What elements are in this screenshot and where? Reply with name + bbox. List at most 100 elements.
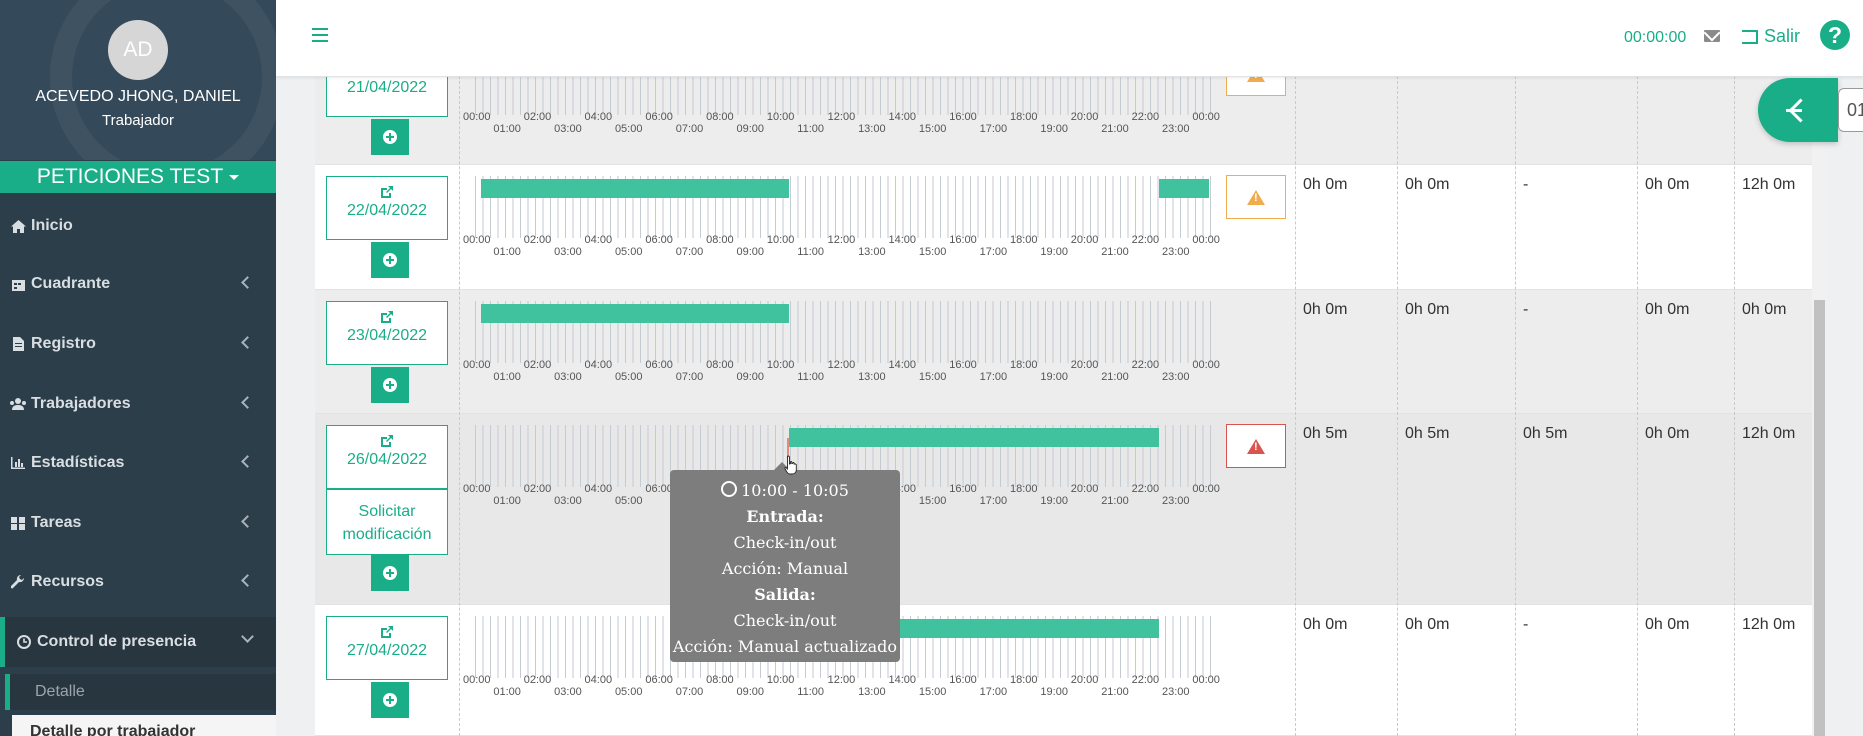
error-alert-button[interactable] bbox=[1226, 424, 1286, 468]
hour-label: 02:00 bbox=[523, 234, 552, 246]
hour-label: 03:00 bbox=[554, 495, 582, 507]
subnav-detalle[interactable]: Detalle bbox=[5, 674, 276, 710]
hour-label: 00:00 bbox=[463, 483, 491, 495]
nav-label: Trabajadores bbox=[31, 395, 131, 412]
hour-label: 11:00 bbox=[797, 686, 824, 698]
chart-icon bbox=[9, 457, 27, 469]
hour-label: 05:00 bbox=[614, 686, 643, 698]
nav-item-control-presencia[interactable]: Control de presencia bbox=[0, 617, 276, 667]
presence-table: 21/04/2022 00:00 01:00 02:00 03:00 04:00 05:00… bbox=[315, 52, 1815, 736]
date-button[interactable]: 23/04/2022 bbox=[326, 301, 448, 365]
hour-label: 12:00 bbox=[827, 234, 856, 246]
clock-icon bbox=[721, 481, 738, 497]
logout-button[interactable]: Salir bbox=[1742, 26, 1800, 47]
table-cell: - bbox=[1523, 616, 1529, 633]
time-segment[interactable] bbox=[481, 304, 790, 323]
table-cell: 0h 5m bbox=[1405, 425, 1450, 442]
date-label: 26/04/2022 bbox=[346, 451, 428, 468]
hour-label: 02:00 bbox=[523, 483, 552, 495]
hour-label: 04:00 bbox=[584, 234, 613, 246]
tooltip-time: 10:00 - 10:05 bbox=[741, 481, 849, 500]
nav-item-estadisticas[interactable]: Estadísticas bbox=[0, 438, 276, 488]
hour-label: 19:00 bbox=[1040, 123, 1068, 135]
scrollbar-thumb[interactable] bbox=[1814, 300, 1825, 736]
hour-label: 15:00 bbox=[918, 686, 947, 698]
plus-circle-icon bbox=[383, 693, 397, 707]
hour-label: 22:00 bbox=[1131, 111, 1160, 123]
hour-label: 18:00 bbox=[1010, 111, 1038, 123]
table-cell: 0h 5m bbox=[1523, 425, 1568, 442]
hour-label: 18:00 bbox=[1010, 483, 1038, 495]
request-label-line2: modificación bbox=[342, 526, 432, 543]
hour-label: 19:00 bbox=[1040, 686, 1068, 698]
hour-label: 00:00 bbox=[463, 674, 491, 686]
subnav-detalle-trabajador[interactable]: Detalle por trabajador bbox=[12, 715, 276, 736]
nav-item-recursos[interactable]: Recursos bbox=[0, 557, 276, 607]
nav-item-tareas[interactable]: Tareas bbox=[0, 498, 276, 548]
hour-label: 14:00 bbox=[888, 111, 916, 123]
nav-label: Cuadrante bbox=[31, 275, 111, 292]
plus-circle-icon bbox=[383, 378, 397, 392]
hour-label: 07:00 bbox=[675, 686, 704, 698]
back-button[interactable] bbox=[1758, 78, 1838, 142]
side-input[interactable]: 01 bbox=[1838, 88, 1863, 132]
help-icon[interactable]: ? bbox=[1820, 20, 1850, 50]
hour-label: 04:00 bbox=[584, 483, 613, 495]
column-divider bbox=[1734, 76, 1735, 736]
mail-icon[interactable] bbox=[1704, 30, 1720, 42]
event-marker bbox=[787, 438, 789, 458]
plus-circle-icon bbox=[383, 566, 397, 580]
time-segment[interactable] bbox=[481, 179, 790, 198]
request-modification-button[interactable]: Solicitar modificación bbox=[326, 489, 448, 555]
nav-item-registro[interactable]: Registro bbox=[0, 319, 276, 369]
hour-label: 17:00 bbox=[979, 686, 1008, 698]
add-entry-button[interactable] bbox=[371, 555, 409, 591]
avatar[interactable]: AD bbox=[108, 20, 168, 80]
hour-label: 14:00 bbox=[888, 359, 916, 371]
warning-triangle-icon bbox=[1247, 189, 1265, 205]
day-timeline[interactable]: 00:0001:0002:0003:0004:0005:0006:0007:00… bbox=[463, 425, 1220, 507]
hour-label: 06:00 bbox=[645, 674, 673, 686]
hour-label: 21:00 bbox=[1101, 371, 1129, 383]
hour-label: 09:00 bbox=[736, 371, 765, 383]
time-segment[interactable] bbox=[789, 428, 1160, 447]
hour-label: 21:00 bbox=[1101, 495, 1129, 507]
add-entry-button[interactable] bbox=[371, 242, 409, 278]
date-button[interactable]: 22/04/2022 bbox=[326, 176, 448, 240]
nav-item-trabajadores[interactable]: Trabajadores bbox=[0, 379, 276, 429]
add-entry-button[interactable] bbox=[371, 682, 409, 718]
nav-label: Inicio bbox=[31, 217, 73, 234]
nav-label: Tareas bbox=[31, 514, 82, 531]
hour-label: 18:00 bbox=[1010, 234, 1038, 246]
hour-label: 21:00 bbox=[1101, 686, 1129, 698]
company-selector[interactable]: PETICIONES TEST bbox=[0, 161, 276, 193]
hour-label: 16:00 bbox=[949, 483, 977, 495]
warning-alert-button[interactable] bbox=[1226, 175, 1286, 219]
hour-label: 07:00 bbox=[675, 371, 704, 383]
external-link-icon bbox=[381, 435, 393, 447]
hour-label: 15:00 bbox=[918, 495, 947, 507]
hour-label: 11:00 bbox=[797, 123, 824, 135]
hour-label: 20:00 bbox=[1070, 674, 1099, 686]
add-entry-button[interactable] bbox=[371, 367, 409, 403]
date-button[interactable]: 26/04/2022 bbox=[326, 425, 448, 489]
tooltip-entrada-label: Entrada: bbox=[746, 507, 824, 526]
hour-label: 19:00 bbox=[1040, 246, 1068, 258]
add-entry-button[interactable] bbox=[371, 119, 409, 155]
nav-item-cuadrante[interactable]: Cuadrante bbox=[0, 259, 276, 309]
date-button[interactable]: 27/04/2022 bbox=[326, 616, 448, 680]
time-segment[interactable] bbox=[1159, 179, 1209, 198]
hour-label: 08:00 bbox=[706, 674, 734, 686]
hour-label: 01:00 bbox=[493, 686, 521, 698]
table-cell: 0h 5m bbox=[1303, 425, 1348, 442]
home-icon bbox=[9, 219, 27, 233]
hour-label: 17:00 bbox=[979, 495, 1008, 507]
top-header: 00:00:00 Salir ? bbox=[276, 0, 1863, 77]
hamburger-menu-icon[interactable] bbox=[312, 28, 328, 42]
hour-label: 08:00 bbox=[706, 234, 734, 246]
table-cell: 0h 0m bbox=[1303, 301, 1348, 318]
hour-label: 05:00 bbox=[614, 495, 643, 507]
nav-item-inicio[interactable]: Inicio bbox=[0, 201, 276, 251]
